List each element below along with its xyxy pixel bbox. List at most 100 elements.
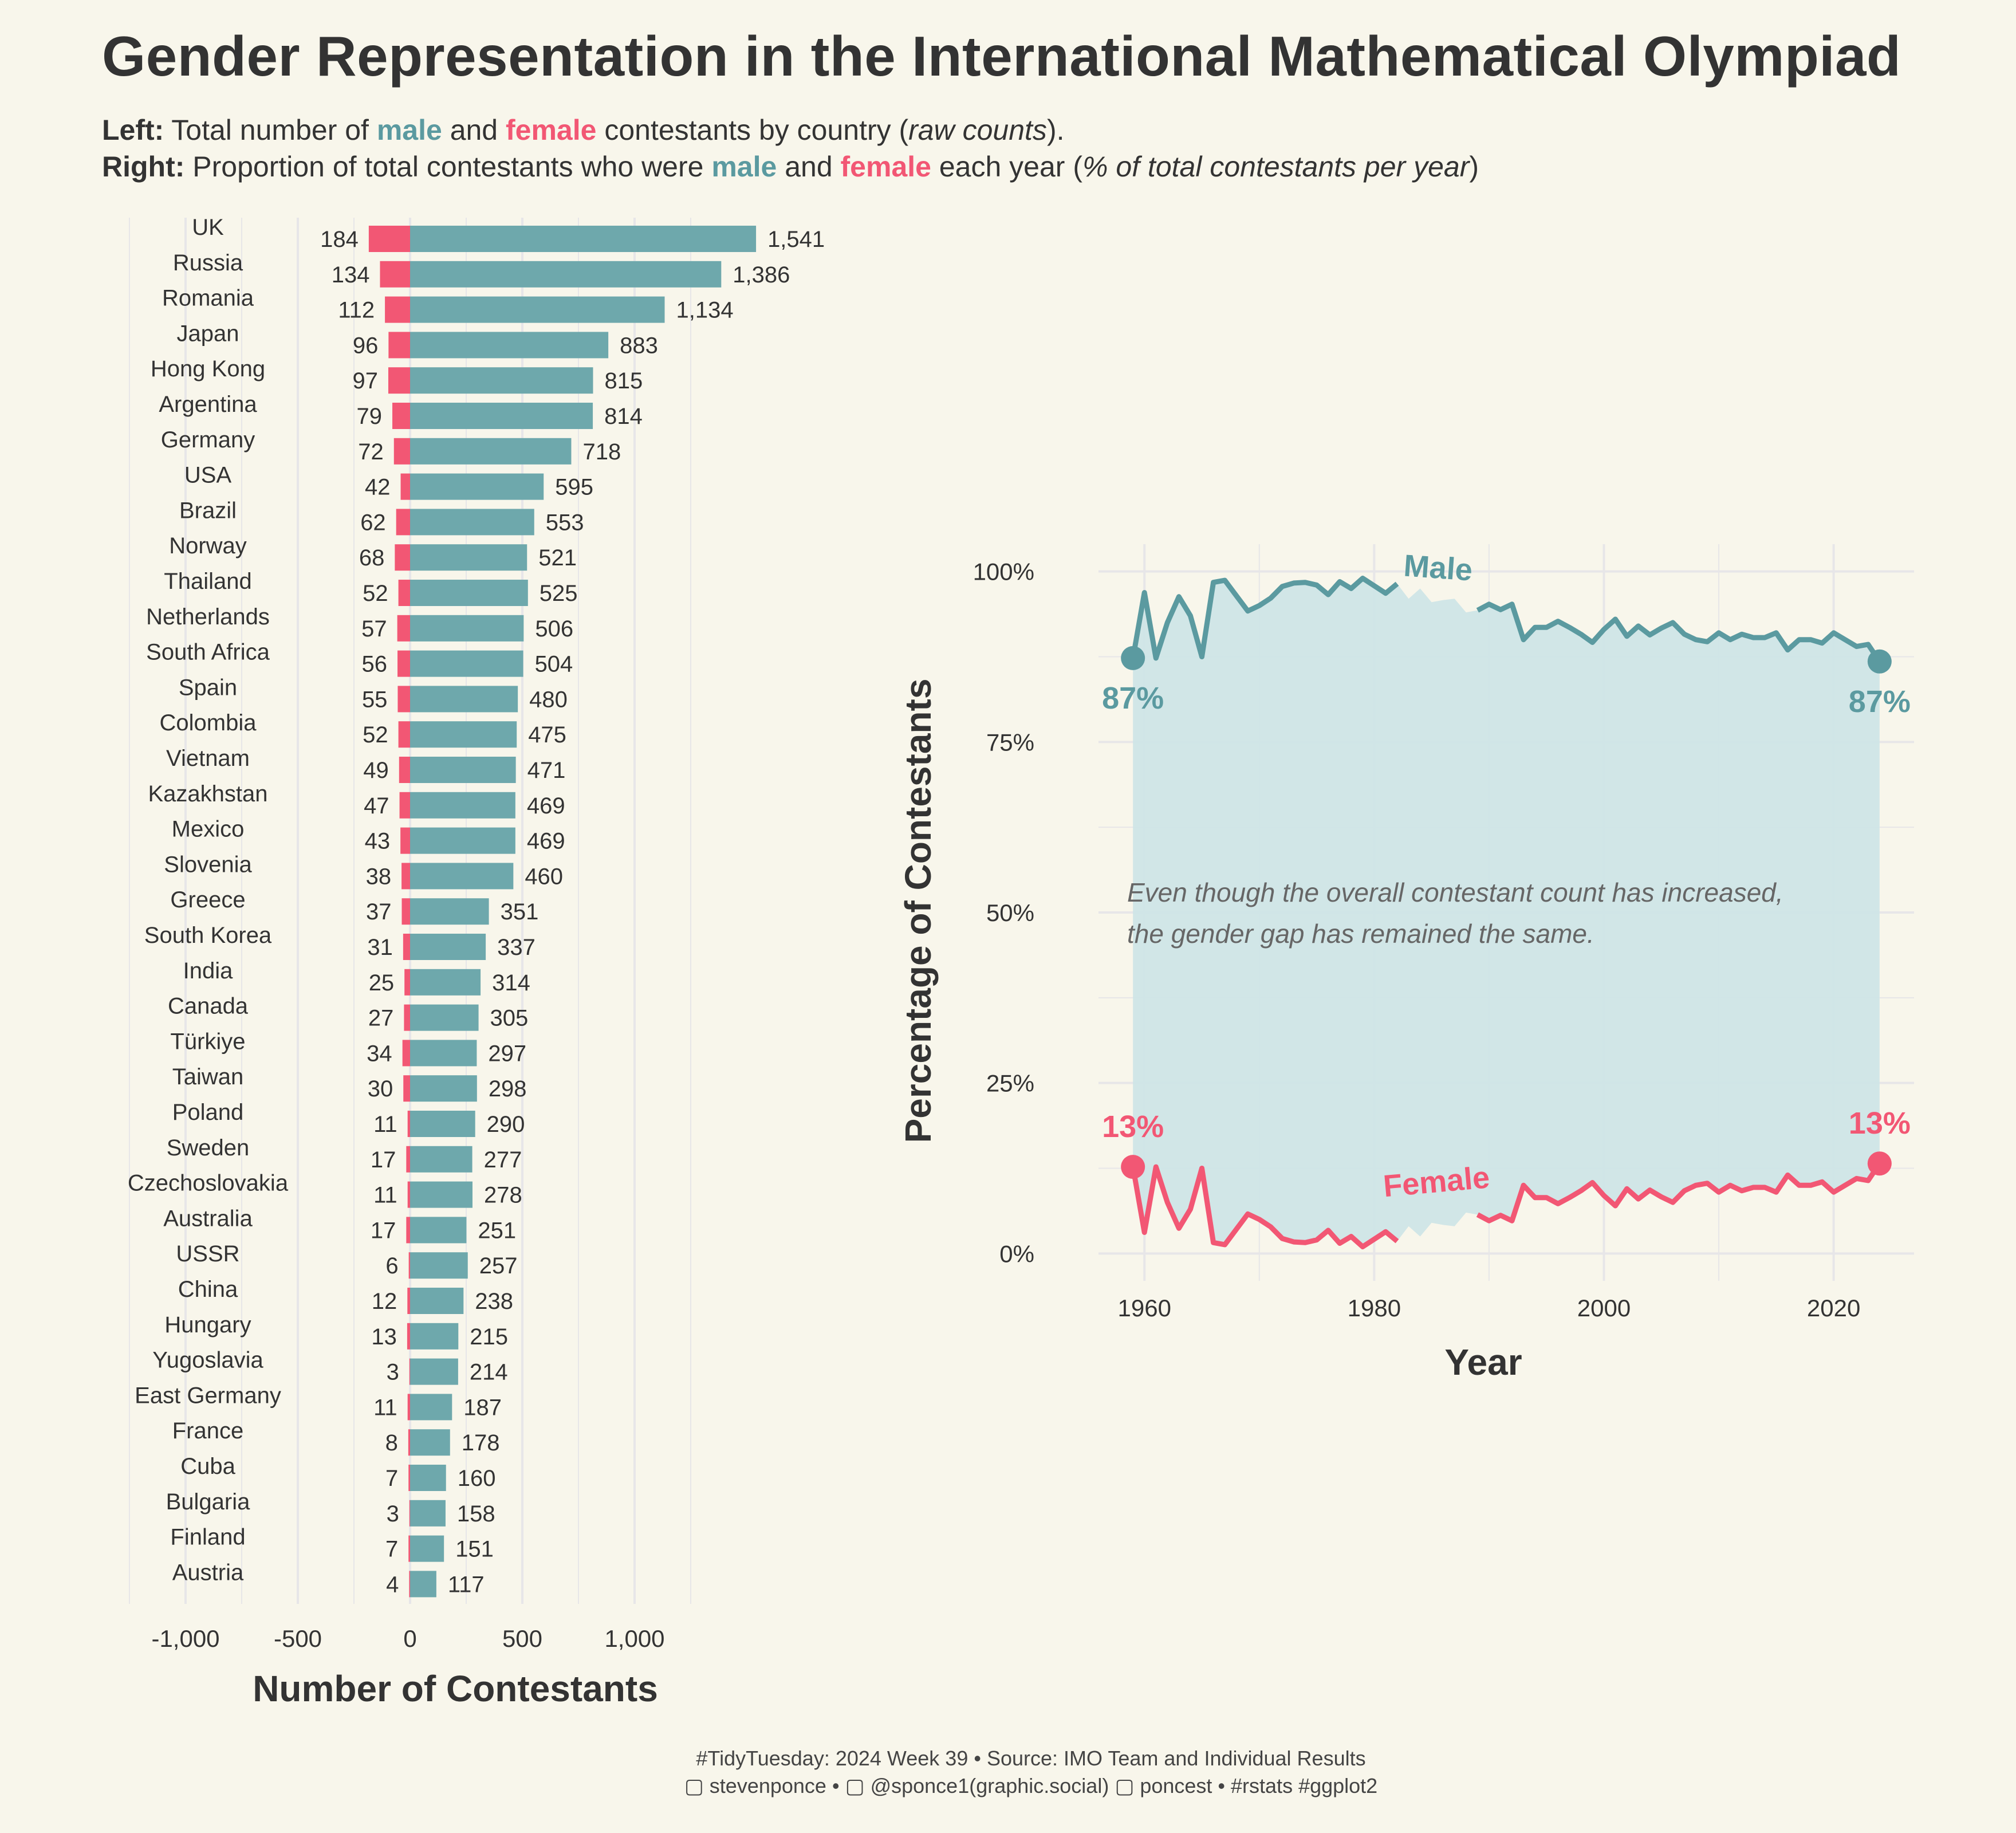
female-value-label: 11	[373, 1112, 397, 1137]
country-label: Greece	[170, 887, 245, 912]
female-value-label: 62	[360, 510, 386, 535]
male-value-label: 298	[489, 1076, 527, 1102]
male-start-point	[1121, 646, 1145, 670]
female-value-label: 8	[385, 1430, 398, 1456]
female-value-label: 13	[371, 1324, 397, 1350]
subtitle-left-end: ).	[1046, 114, 1065, 146]
male-value-label: 469	[527, 793, 565, 819]
country-label: Austria	[172, 1560, 244, 1585]
female-value-label: 47	[364, 793, 389, 819]
male-bar	[410, 1429, 450, 1456]
male-bar	[410, 1358, 458, 1385]
male-value-label: 158	[457, 1501, 495, 1527]
country-label: Bulgaria	[166, 1489, 251, 1515]
male-bar	[410, 367, 593, 394]
female-value-label: 34	[367, 1041, 392, 1066]
line-x-tick-label: 1960	[1118, 1295, 1171, 1321]
female-bar	[401, 898, 410, 925]
male-value-label: 1,386	[733, 262, 790, 288]
female-bar	[407, 1394, 410, 1421]
country-label: USSR	[176, 1241, 239, 1266]
female-value-label: 11	[373, 1395, 397, 1420]
line-y-axis-title: Percentage of Contestants	[897, 679, 939, 1143]
female-start-point	[1121, 1155, 1145, 1179]
male-bar	[410, 615, 524, 642]
country-label: Argentina	[159, 392, 257, 417]
country-label: Cuba	[180, 1454, 235, 1479]
country-label: Romania	[162, 286, 254, 311]
male-bar	[410, 473, 544, 500]
male-bar	[410, 863, 514, 890]
male-bar	[410, 509, 534, 536]
female-value-label: 4	[386, 1572, 399, 1597]
female-bar	[407, 1323, 410, 1350]
female-value-label: 31	[367, 935, 393, 960]
country-label: Russia	[173, 250, 243, 276]
line-y-tick-label: 100%	[973, 558, 1034, 585]
female-bar	[406, 1146, 410, 1173]
male-value-label: 151	[455, 1537, 494, 1562]
male-bar	[410, 792, 515, 819]
female-value-label: 112	[338, 298, 375, 323]
country-label: South Africa	[146, 640, 270, 665]
female-value-label: 7	[385, 1537, 398, 1562]
female-line	[1130, 1162, 1882, 1249]
female-value-label: 97	[352, 368, 378, 394]
female-value-label: 68	[359, 545, 385, 571]
male-value-label: 297	[488, 1041, 526, 1066]
caption-line-2: ▢ stevenponce • ▢ @sponce1(graphic.socia…	[684, 1774, 1378, 1797]
female-bar	[408, 1252, 410, 1279]
female-bar	[402, 1040, 410, 1067]
subtitle-left-label: Left:	[102, 114, 164, 146]
male-value-label: 506	[535, 616, 573, 642]
male-value-label: 160	[458, 1466, 496, 1491]
male-bar	[410, 1535, 444, 1562]
female-bar	[388, 332, 410, 359]
female-bar	[403, 934, 410, 960]
male-bar	[410, 757, 516, 783]
male-value-label: 814	[604, 404, 643, 429]
country-label: Poland	[172, 1100, 244, 1125]
male-bar	[410, 1111, 475, 1137]
female-bar	[399, 792, 410, 819]
bar-x-tick-label: 500	[502, 1625, 542, 1652]
male-end-label: 87%	[1849, 685, 1911, 719]
subtitle-right-italic: % of total contestants per year	[1082, 151, 1470, 183]
female-value-label: 49	[363, 758, 389, 783]
female-value-label: 55	[362, 687, 388, 712]
female-value-label: 57	[361, 616, 387, 642]
country-label: China	[178, 1277, 238, 1302]
subtitle-left: Left: Total number of male and female co…	[102, 113, 1064, 147]
male-bar	[410, 1288, 464, 1314]
male-bar	[410, 1323, 459, 1350]
bar-x-axis-title: Number of Contestants	[253, 1668, 658, 1709]
country-label: Czechoslovakia	[128, 1171, 289, 1196]
female-bar	[399, 757, 410, 783]
caption: #TidyTuesday: 2024 Week 39 • Source: IMO…	[0, 1745, 2016, 1800]
male-bar	[410, 721, 517, 748]
female-value-label: 79	[357, 404, 383, 429]
female-value-label: 52	[363, 722, 388, 748]
country-label: Germany	[161, 427, 255, 453]
subtitle-left-mid: contestants by country (	[596, 114, 909, 146]
male-value-label: 214	[470, 1360, 508, 1385]
line-y-tick-label: 25%	[986, 1070, 1034, 1097]
female-value-label: 43	[365, 829, 391, 854]
caption-line-1: #TidyTuesday: 2024 Week 39 • Source: IMO…	[696, 1747, 1366, 1770]
female-value-label: 27	[368, 1006, 394, 1031]
female-bar	[408, 1465, 410, 1491]
female-value-label: 184	[320, 227, 359, 252]
male-value-label: 718	[582, 439, 621, 465]
male-value-label: 469	[527, 829, 565, 854]
subtitle-and-word-2: and	[777, 151, 841, 183]
female-bar	[400, 827, 410, 854]
male-value-label: 178	[462, 1430, 500, 1456]
female-value-label: 17	[371, 1218, 396, 1243]
line-y-tick-label: 50%	[986, 899, 1034, 926]
male-value-label: 117	[448, 1572, 485, 1597]
male-start-label: 87%	[1102, 681, 1164, 715]
subtitle-female-word-2: female	[840, 151, 931, 183]
subtitle-male-word: male	[376, 114, 442, 146]
male-bar	[410, 261, 722, 288]
